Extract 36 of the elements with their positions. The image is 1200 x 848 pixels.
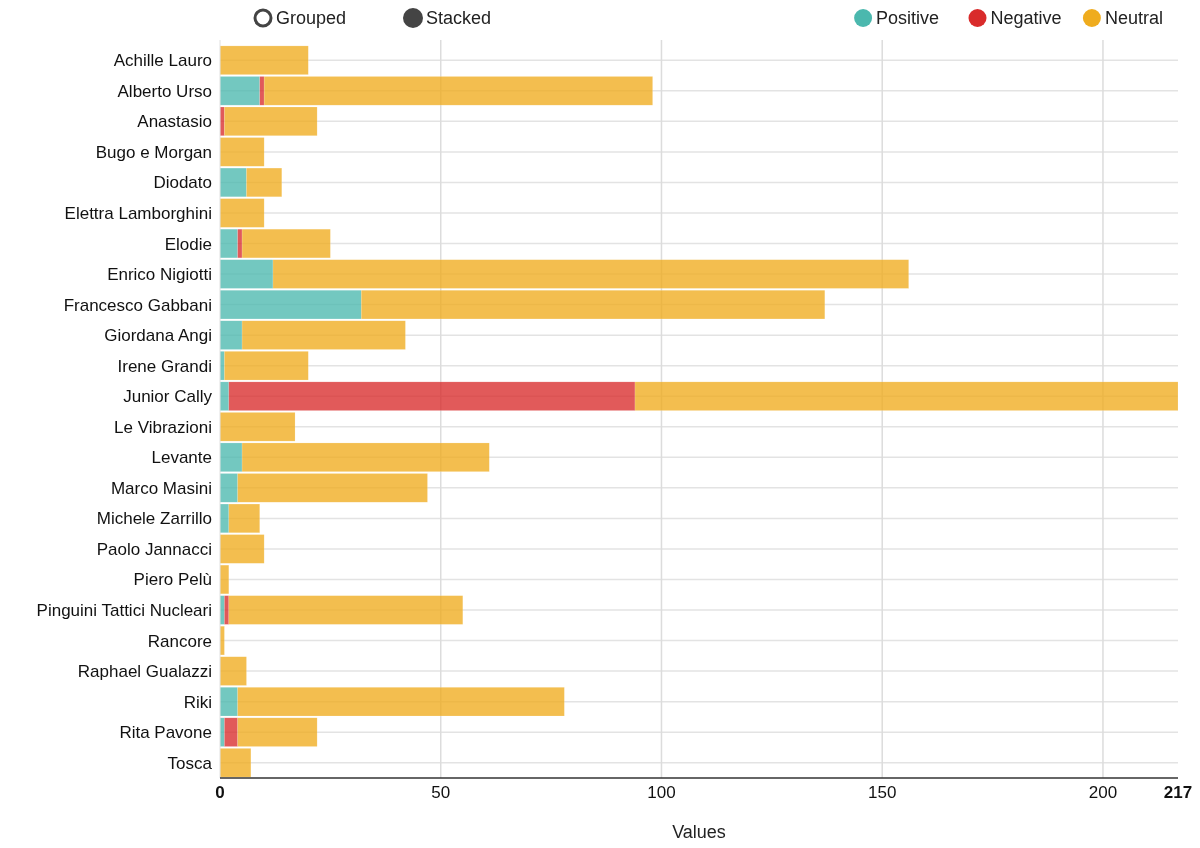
y-tick-label: Levante [151, 448, 212, 468]
y-tick-label: Enrico Nigiotti [107, 265, 212, 285]
y-tick-label: Riki [183, 692, 212, 712]
x-tick-label: 200 [1088, 783, 1118, 802]
text: Stacked [426, 8, 492, 28]
y-tick-label: Marco Masini [110, 478, 212, 498]
y-tick-label: Rita Pavone [119, 723, 212, 743]
y-tick-label: Paolo Jannacci [96, 539, 212, 559]
y-tick-label: Elodie [164, 234, 212, 254]
x-tick-label: 100 [647, 783, 676, 802]
y-tick-label: Pinguini Tattici Nucleari [36, 601, 212, 621]
y-tick-label: Raphael Gualazzi [77, 662, 212, 682]
y-tick-label: Elettra Lamborghini [64, 203, 212, 223]
y-tick-label: Anastasio [137, 112, 212, 132]
x-tick-label: 150 [868, 783, 897, 802]
y-tick-label: Bugo e Morgan [95, 142, 212, 162]
y-tick-label: Michele Zarrillo [96, 509, 212, 529]
y-tick-label: Diodato [153, 173, 212, 193]
legend-label: Positive [876, 8, 940, 28]
y-tick-label: Giordana Angi [104, 326, 212, 346]
text: Grouped [276, 8, 347, 28]
y-tick-label: Achille Lauro [113, 51, 212, 71]
y-tick-label: Piero Pelù [133, 570, 212, 590]
y-tick-label: Alberto Urso [117, 81, 212, 101]
x-axis-title: Values [672, 822, 726, 842]
y-tick-label: Irene Grandi [117, 356, 212, 376]
x-tick-label: 50 [431, 783, 451, 802]
y-tick-label: Tosca [167, 753, 213, 773]
y-tick-label: Le Vibrazioni [114, 417, 212, 437]
y-tick-label: Junior Cally [123, 387, 213, 407]
y-tick-label: Francesco Gabbani [63, 295, 212, 315]
x-tick-label: 0 [215, 783, 225, 802]
legend-label: Negative [990, 8, 1062, 28]
legend-label: Neutral [1104, 8, 1163, 28]
x-tick-label: 217 [1163, 783, 1193, 802]
y-tick-label: Rancore [147, 631, 212, 651]
